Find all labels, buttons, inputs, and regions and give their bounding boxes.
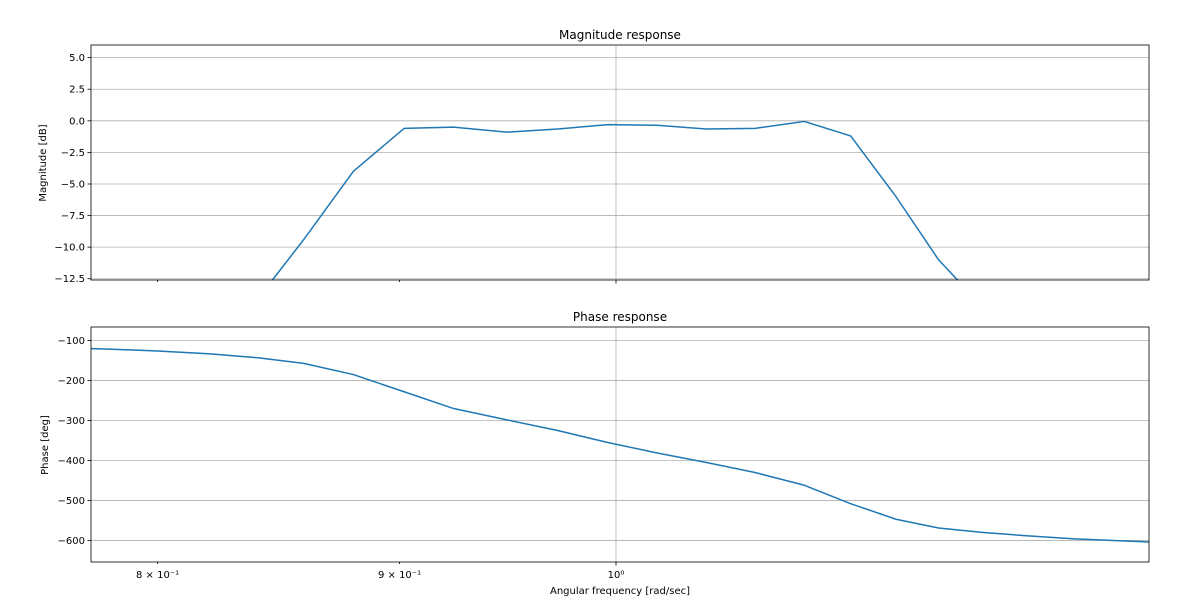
phase-y-tick-label: −200 xyxy=(58,376,85,387)
magnitude-frame xyxy=(90,44,1150,281)
magnitude-grid xyxy=(91,45,1149,280)
phase-series xyxy=(91,347,1149,543)
magnitude-y-tick-label: −2.5 xyxy=(61,148,85,159)
magnitude-y-tick-label: 2.5 xyxy=(69,85,85,96)
phase-x-tick-label: 9 × 10⁻¹ xyxy=(378,570,421,581)
phase-y-tick-label: −400 xyxy=(58,456,85,467)
phase-frame xyxy=(90,326,1150,563)
x-axis-label: Angular frequency [rad/sec] xyxy=(550,586,690,597)
phase-y-tick-label: −500 xyxy=(58,496,85,507)
phase-grid xyxy=(91,327,1149,562)
phase-ticks: −100 −200 −300 −400 −500 −600 8 × 10⁻¹ 9 × 10⁻¹… xyxy=(58,336,625,581)
phase-title: Phase response xyxy=(573,310,667,324)
phase-y-tick-label: −600 xyxy=(58,536,85,547)
phase-x-tick-label: 10⁰ xyxy=(608,570,625,581)
phase-axes: Phase response Phase [deg] Angular frequ… xyxy=(40,310,1150,597)
magnitude-y-axis-label: Magnitude [dB] xyxy=(38,124,49,201)
magnitude-y-tick-label: −10.0 xyxy=(54,243,85,254)
magnitude-series xyxy=(271,120,959,280)
magnitude-axes: Magnitude response Magnitude [dB] 5.0 2.5… xyxy=(38,28,1150,285)
phase-y-tick-label: −100 xyxy=(58,336,85,347)
magnitude-series-line xyxy=(271,120,959,280)
magnitude-y-tick-label: −12.5 xyxy=(54,274,85,285)
magnitude-title: Magnitude response xyxy=(559,28,681,42)
magnitude-y-tick-label: 5.0 xyxy=(69,53,85,64)
magnitude-y-tick-label: 0.0 xyxy=(69,116,85,127)
magnitude-y-tick-label: −7.5 xyxy=(61,211,85,222)
phase-y-axis-label: Phase [deg] xyxy=(40,415,51,475)
magnitude-y-tick-label: −5.0 xyxy=(61,179,85,190)
phase-y-tick-label: −300 xyxy=(58,416,85,427)
phase-series-line xyxy=(91,347,1149,543)
phase-x-tick-label: 8 × 10⁻¹ xyxy=(136,570,179,581)
